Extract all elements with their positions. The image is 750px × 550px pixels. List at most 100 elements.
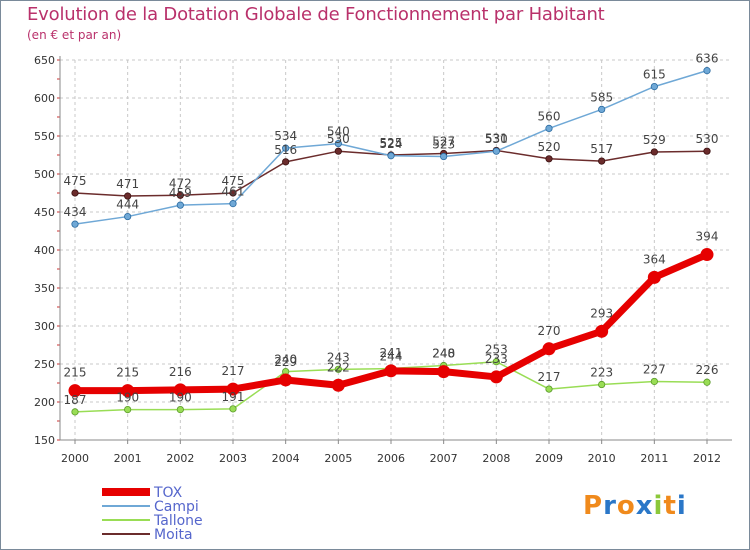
data-label-tallone: 190 [169, 391, 192, 405]
data-label-moita: 516 [274, 143, 297, 157]
data-label-tox: 233 [485, 352, 508, 366]
y-tick-label: 200 [34, 396, 55, 409]
data-label-campi: 534 [274, 129, 297, 143]
x-tick-label: 2009 [535, 452, 563, 465]
x-tick-label: 2003 [219, 452, 247, 465]
y-tick-label: 250 [34, 358, 55, 371]
data-label-tallone: 226 [696, 363, 719, 377]
point-tallone [492, 358, 500, 366]
data-label-moita: 530 [696, 132, 719, 146]
y-tick-label: 450 [34, 206, 55, 219]
data-label-tallone: 253 [485, 343, 508, 357]
data-label-campi: 524 [380, 137, 403, 151]
data-label-tallone: 240 [274, 353, 297, 367]
data-label-campi: 461 [222, 185, 245, 199]
legend-label-campi: Campi [154, 499, 199, 515]
data-label-tox: 216 [169, 365, 192, 379]
data-label-tox: 229 [274, 355, 297, 369]
data-label-moita: 475 [64, 174, 87, 188]
data-label-moita: 530 [327, 132, 350, 146]
x-tick-label: 2012 [693, 452, 721, 465]
point-tallone [703, 378, 711, 386]
data-label-tox: 240 [432, 347, 455, 361]
point-campi [71, 220, 79, 228]
data-label-moita: 520 [538, 140, 561, 154]
point-campi [650, 83, 658, 91]
data-label-moita: 529 [643, 133, 666, 147]
x-tick-label: 2011 [640, 452, 668, 465]
data-label-tallone: 248 [432, 347, 455, 361]
point-tallone [598, 380, 606, 389]
point-moita [176, 191, 184, 199]
point-tox [647, 270, 661, 284]
data-labels: 187 190 190 191 240 243 244 248 253 217 223 227 226 4… [64, 52, 719, 407]
point-campi [334, 140, 342, 148]
logo-letter: o [616, 491, 636, 521]
point-moita [703, 147, 711, 155]
logo-letter: r [603, 491, 617, 521]
point-campi [387, 152, 395, 160]
point-tox [700, 248, 714, 262]
point-tox [384, 364, 398, 378]
point-tox [173, 383, 187, 397]
point-moita [124, 192, 132, 200]
data-label-tallone: 187 [64, 393, 87, 407]
y-tick-label: 400 [34, 244, 55, 257]
point-tox [489, 370, 503, 384]
x-tick-label: 2010 [588, 452, 616, 465]
point-moita [229, 189, 237, 197]
data-label-tallone: 227 [643, 362, 666, 376]
x-tick-label: 2004 [272, 452, 300, 465]
point-moita [334, 147, 342, 155]
point-campi [545, 124, 553, 132]
data-label-campi: 540 [327, 125, 350, 139]
y-tick-label: 650 [34, 54, 55, 67]
data-label-tallone: 244 [380, 350, 403, 364]
data-label-moita: 527 [432, 134, 455, 148]
data-label-tox: 270 [538, 324, 561, 338]
data-label-tox: 241 [380, 346, 403, 360]
data-label-tox: 215 [116, 366, 139, 380]
data-label-tallone: 190 [116, 391, 139, 405]
data-label-tox: 394 [696, 230, 719, 244]
logo-letter: P [583, 491, 604, 521]
data-label-campi: 444 [116, 198, 139, 212]
data-label-tox: 222 [327, 360, 350, 374]
point-tallone [176, 405, 184, 414]
logo-letter: x [635, 491, 654, 521]
x-tick-label: 2000 [61, 452, 89, 465]
grid [60, 59, 732, 441]
data-label-tox: 217 [222, 364, 245, 378]
data-label-tox: 293 [590, 306, 613, 320]
data-label-campi: 459 [169, 186, 192, 200]
point-tallone [334, 365, 342, 373]
x-tick-label: 2007 [430, 452, 458, 465]
data-label-tallone: 217 [538, 370, 561, 384]
y-tick-label: 600 [34, 92, 55, 105]
point-tox [595, 324, 609, 338]
proxiti-logo: Proxiti [583, 491, 687, 521]
point-tox [331, 378, 345, 392]
data-label-tallone: 223 [590, 366, 613, 380]
point-campi [124, 212, 132, 221]
point-tox [542, 342, 556, 356]
logo-letter: i [653, 491, 664, 521]
point-tallone [229, 405, 237, 413]
point-tallone [71, 408, 79, 416]
y-tick-label: 500 [34, 168, 55, 181]
point-campi [598, 105, 606, 114]
axes: 150 200 250 300 350 400 450 500 550 600 650 2000 200… [34, 54, 732, 465]
point-campi [440, 152, 448, 161]
point-moita [71, 189, 79, 197]
point-campi [703, 67, 711, 75]
point-tallone [545, 385, 553, 393]
chart-title: Evolution de la Dotation Globale de Fonc… [27, 4, 605, 25]
point-tox [279, 373, 293, 387]
point-tox [437, 365, 451, 379]
point-tox [121, 384, 135, 398]
data-label-tallone: 191 [222, 390, 245, 404]
data-label-campi: 530 [485, 132, 508, 146]
data-label-campi: 560 [538, 109, 561, 123]
